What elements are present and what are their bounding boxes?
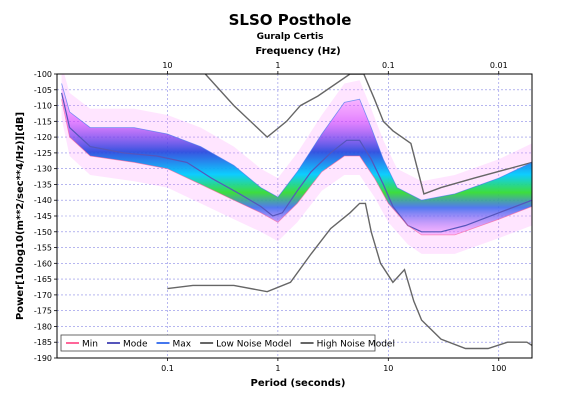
high-noise-model-line xyxy=(204,74,532,195)
legend-label-min: Min xyxy=(82,340,98,350)
legend-box xyxy=(60,334,376,352)
y-tick-label: -110 xyxy=(34,102,52,111)
y-tick-label: -160 xyxy=(34,259,52,268)
density-band xyxy=(61,83,532,235)
probability-density xyxy=(61,74,532,254)
y-tick-label: -170 xyxy=(34,291,52,300)
chart-title: SLSO Posthole xyxy=(229,11,352,29)
top-tick-label: 1 xyxy=(275,61,280,70)
x-axis-label: Period (seconds) xyxy=(251,378,346,389)
y-tick-label: -175 xyxy=(34,307,52,316)
y-tick-label: -125 xyxy=(34,149,52,158)
x-tick-label: 10 xyxy=(383,364,393,373)
chart-subtitle: Guralp Certis xyxy=(257,32,324,42)
top-tick-label: 0.01 xyxy=(490,61,508,70)
legend-label-mode: Mode xyxy=(123,340,148,350)
max-line xyxy=(61,83,532,201)
y-tick-label: -190 xyxy=(34,354,52,363)
x-tick-label: 100 xyxy=(491,364,506,373)
top-axis-ticks: 10 1 0.1 0.01 xyxy=(162,61,508,74)
mode-line xyxy=(61,92,532,233)
y-tick-label: -120 xyxy=(34,133,52,142)
y-tick-label: -115 xyxy=(34,117,52,126)
top-tick-label: 10 xyxy=(162,61,172,70)
y-tick-label: -135 xyxy=(34,180,52,189)
y-tick-label: -105 xyxy=(34,86,52,95)
legend: Min Mode Max Low Noise Model High Noise Mode… xyxy=(60,334,395,352)
x-tick-label: 1 xyxy=(275,364,280,373)
top-tick-label: 0.1 xyxy=(382,61,395,70)
y-tick-label: -165 xyxy=(34,275,52,284)
x-tick-label: 0.1 xyxy=(161,364,174,373)
y-axis-ticks: -100 -105 -110 -115 -120 -125 -130 -135 -140 -145… xyxy=(34,70,57,363)
y-tick-label: -100 xyxy=(34,70,52,79)
y-tick-label: -150 xyxy=(34,228,52,237)
legend-label-low-noise-model: Low Noise Model xyxy=(216,340,291,350)
top-axis-label: Frequency (Hz) xyxy=(255,46,340,57)
y-tick-label: -140 xyxy=(34,196,52,205)
series-lines xyxy=(61,74,532,350)
y-tick-label: -180 xyxy=(34,322,52,331)
y-axis-label: Power[10log10(m**2/sec**4/Hz)][dB] xyxy=(15,112,26,320)
y-tick-label: -145 xyxy=(34,212,52,221)
y-tick-label: -155 xyxy=(34,244,52,253)
legend-label-max: Max xyxy=(173,340,192,350)
x-axis-ticks: 0.1 1 10 100 xyxy=(161,358,506,373)
low-noise-model-line xyxy=(167,202,532,350)
y-tick-label: -185 xyxy=(34,338,52,347)
min-line xyxy=(61,99,532,236)
legend-label-high-noise-model: High Noise Model xyxy=(317,340,395,350)
y-tick-label: -130 xyxy=(34,165,52,174)
